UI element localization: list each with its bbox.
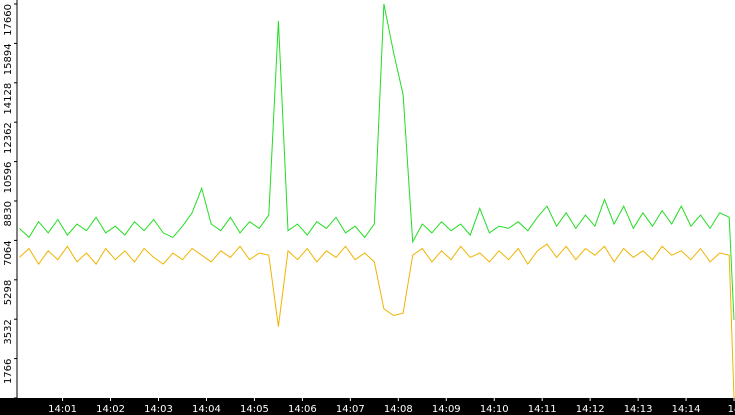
y-tick-label: 17660 bbox=[3, 4, 14, 36]
y-tick-label: 0 bbox=[3, 398, 14, 404]
x-tick-label: 14:14 bbox=[672, 404, 701, 415]
y-tick-label: 1766 bbox=[3, 359, 14, 384]
x-tick-label: 14:13 bbox=[624, 404, 653, 415]
x-tick-label: 14:01 bbox=[48, 404, 77, 415]
x-tick-label: 14:11 bbox=[528, 404, 557, 415]
x-tick-label: 14:10 bbox=[480, 404, 509, 415]
series-line bbox=[19, 243, 735, 399]
x-tick-label: 14:02 bbox=[96, 404, 125, 415]
x-tick-label: 14 bbox=[728, 404, 735, 415]
y-tick-label: 3532 bbox=[3, 319, 14, 344]
x-axis-strip bbox=[0, 398, 735, 415]
y-tick-label: 12362 bbox=[3, 122, 14, 154]
x-tick-label: 14:12 bbox=[576, 404, 605, 415]
x-tick-label: 14:04 bbox=[192, 404, 221, 415]
series-line bbox=[19, 3, 735, 320]
y-tick-label: 10596 bbox=[3, 162, 14, 194]
x-tick-label: 14:08 bbox=[384, 404, 413, 415]
x-tick-label: 14:03 bbox=[144, 404, 173, 415]
x-tick-label: 14:07 bbox=[336, 404, 365, 415]
y-tick-label: 14128 bbox=[3, 83, 14, 115]
x-tick-label: 14:05 bbox=[240, 404, 269, 415]
y-tick-label: 15894 bbox=[3, 43, 14, 75]
y-tick-label: 7064 bbox=[3, 240, 14, 265]
x-tick-label: 14:06 bbox=[288, 404, 317, 415]
x-tick-label: 14:09 bbox=[432, 404, 461, 415]
y-tick-label: 5298 bbox=[3, 280, 14, 305]
y-tick-label: 8830 bbox=[3, 201, 14, 226]
